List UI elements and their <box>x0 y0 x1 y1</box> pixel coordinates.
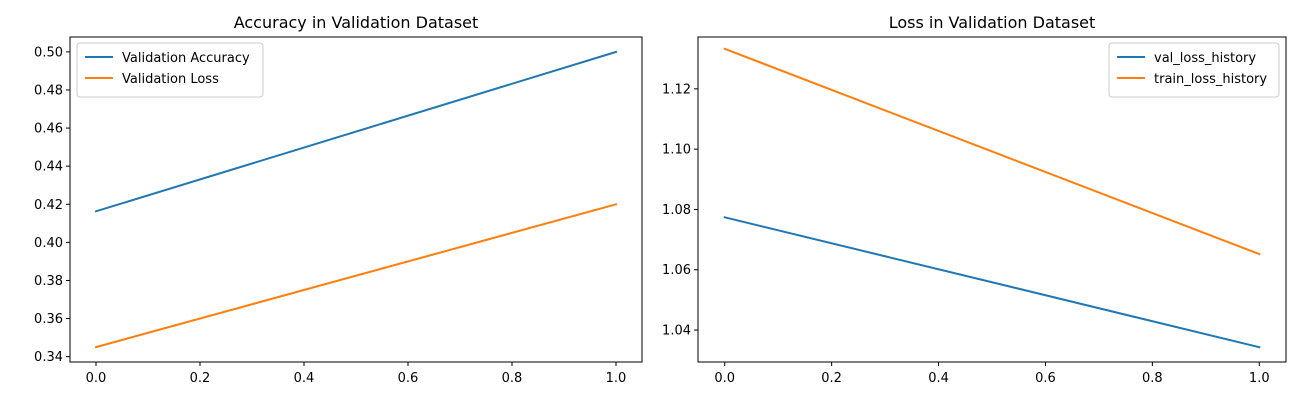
x-tick-label: 0.4 <box>928 371 949 386</box>
y-tick-label: 1.04 <box>662 324 691 339</box>
legend: val_loss_history train_loss_history <box>1108 42 1280 98</box>
y-tick-label: 0.48 <box>34 83 63 98</box>
y-tick-label: 1.10 <box>662 143 691 158</box>
legend-label: train_loss_history <box>1154 72 1267 87</box>
x-tick-label: 1.0 <box>1249 371 1270 386</box>
y-tick-label: 1.06 <box>662 263 691 278</box>
series-line-validation-loss <box>94 203 618 349</box>
y-tick-label: 0.46 <box>34 122 63 137</box>
x-tick-label: 0.2 <box>821 371 842 386</box>
legend-label: Validation Loss <box>122 72 219 87</box>
chart-title: Accuracy in Validation Dataset <box>234 13 479 32</box>
y-tick-label: 0.34 <box>34 350 63 365</box>
y-tick-label: 0.44 <box>34 160 63 175</box>
legend-box <box>1108 42 1280 98</box>
y-tick-label: 1.08 <box>662 203 691 218</box>
legend: Validation Accuracy Validation Loss <box>76 42 264 98</box>
series-line-val-loss-history <box>723 216 1261 349</box>
y-tick-label: 0.36 <box>34 312 63 327</box>
x-tick-label: 0.8 <box>502 371 523 386</box>
chart-title: Loss in Validation Dataset <box>889 13 1096 32</box>
legend-label: val_loss_history <box>1154 51 1256 66</box>
x-tick-label: 0.2 <box>190 371 211 386</box>
x-tick-label: 0.0 <box>86 371 107 386</box>
x-tick-label: 1.0 <box>606 371 627 386</box>
chart-panel-2: Loss in Validation Dataset 0.0 0.2 0.4 0.6 0.… <box>662 13 1287 386</box>
legend-box <box>76 42 264 98</box>
x-tick-label: 0.4 <box>294 371 315 386</box>
y-tick-label: 1.12 <box>662 82 691 97</box>
x-tick-label: 0.8 <box>1142 371 1163 386</box>
x-tick-label: 0.0 <box>714 371 735 386</box>
x-tick-label: 0.6 <box>398 371 419 386</box>
axes-frame <box>69 36 643 363</box>
y-tick-label: 0.42 <box>34 198 63 213</box>
legend-label: Validation Accuracy <box>122 51 250 66</box>
y-tick-label: 0.40 <box>34 236 63 251</box>
series-line-train-loss-history <box>723 47 1261 256</box>
y-tick-label: 0.50 <box>34 45 63 60</box>
series-line-validation-accuracy <box>94 50 618 213</box>
y-tick-label: 0.38 <box>34 274 63 289</box>
axes-frame <box>697 36 1287 363</box>
x-tick-label: 0.6 <box>1035 371 1056 386</box>
